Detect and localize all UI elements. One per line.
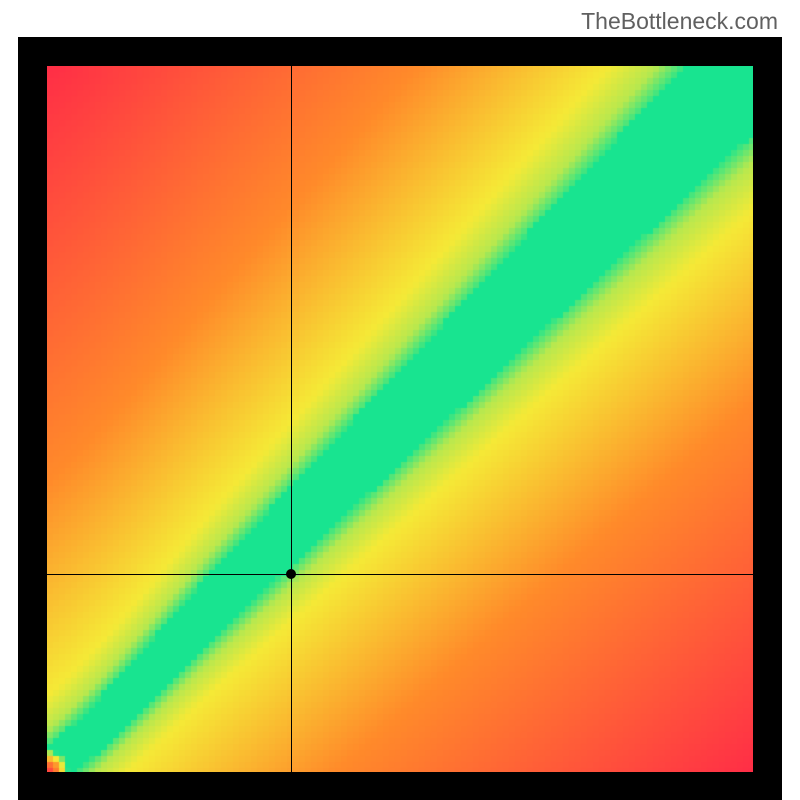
heatmap-canvas [47, 66, 753, 772]
attribution-text: TheBottleneck.com [581, 8, 778, 35]
crosshair-marker-dot [286, 569, 296, 579]
crosshair-horizontal-line [47, 574, 753, 575]
chart-container: TheBottleneck.com [0, 0, 800, 800]
heatmap-plot-area [47, 66, 753, 772]
crosshair-vertical-line [291, 66, 292, 772]
